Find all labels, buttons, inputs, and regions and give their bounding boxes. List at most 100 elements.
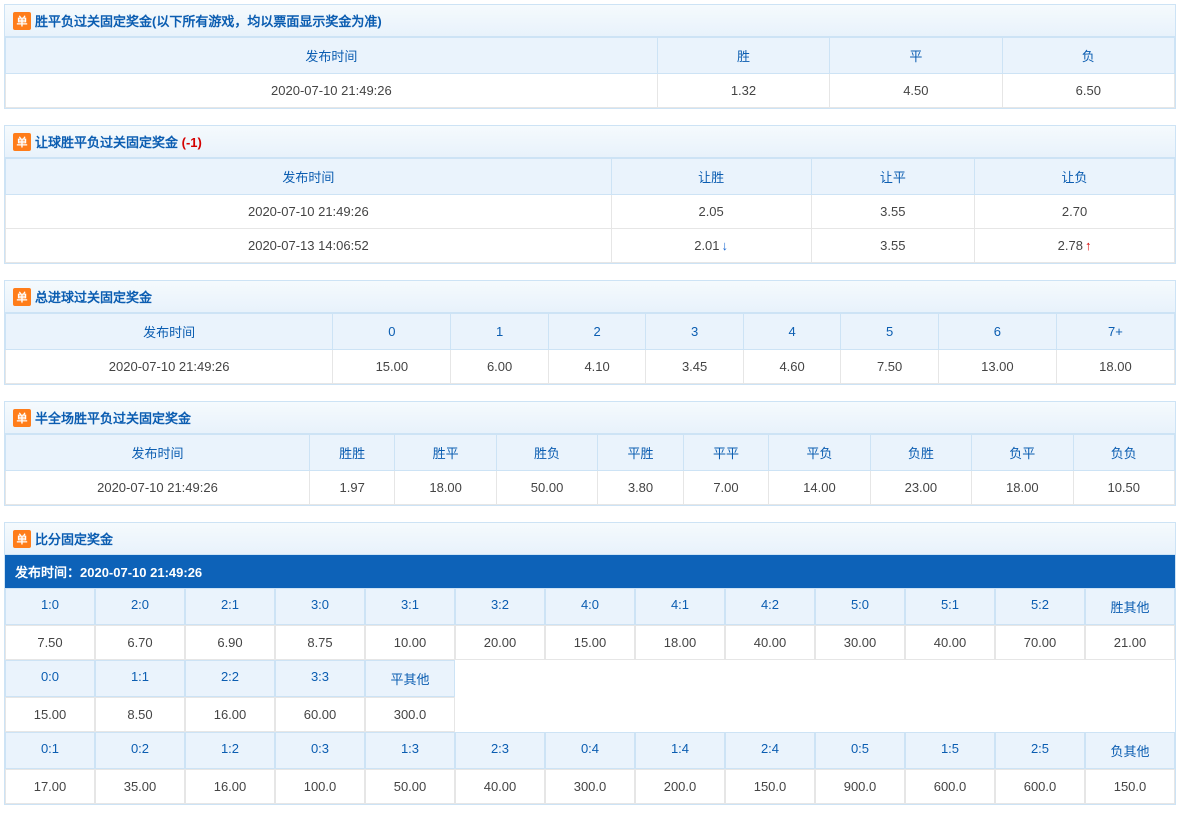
score-value: 300.0 — [365, 697, 455, 732]
th: 发布时间 — [6, 314, 333, 350]
score-header: 2:1 — [185, 588, 275, 625]
section-spf: 单 胜平负过关固定奖金(以下所有游戏，均以票面显示奖金为准) 发布时间 胜 平 … — [4, 4, 1176, 109]
cell-val: 15.00 — [333, 350, 451, 384]
th: 负负 — [1073, 435, 1175, 471]
handicap-note: (-1) — [182, 135, 202, 150]
cell-val: 7.50 — [841, 350, 939, 384]
table-row: 2020-07-10 21:49:2615.006.004.103.454.60… — [6, 350, 1175, 384]
score-header: 5:1 — [905, 588, 995, 625]
cell-val: 4.10 — [548, 350, 646, 384]
cell-val: 18.00 — [1056, 350, 1174, 384]
section-bqc: 单 半全场胜平负过关固定奖金 发布时间胜胜胜平胜负平胜平平平负负胜负平负负 20… — [4, 401, 1176, 506]
bf-grid: 1:02:02:13:03:13:24:04:14:25:05:15:2胜其他7… — [5, 588, 1175, 804]
score-value: 200.0 — [635, 769, 725, 804]
th: 1 — [451, 314, 549, 350]
score-header: 4:0 — [545, 588, 635, 625]
score-value: 150.0 — [725, 769, 815, 804]
score-header: 负其他 — [1085, 732, 1175, 769]
cell-val: 7.00 — [683, 471, 768, 505]
section-title: 比分固定奖金 — [35, 529, 113, 548]
th-draw: 平 — [830, 38, 1002, 74]
score-header: 1:1 — [95, 660, 185, 697]
title-text: 让球胜平负过关固定奖金 — [35, 135, 178, 150]
cell-val: 3.55 — [811, 195, 974, 229]
score-header: 1:0 — [5, 588, 95, 625]
score-header: 3:1 — [365, 588, 455, 625]
publish-bar: 发布时间：2020-07-10 21:49:26 — [5, 555, 1175, 588]
section-title: 总进球过关固定奖金 — [35, 287, 152, 306]
score-value: 16.00 — [185, 769, 275, 804]
th-time: 发布时间 — [6, 159, 612, 195]
spf-table: 发布时间 胜 平 负 2020-07-10 21:49:26 1.32 4.50… — [5, 37, 1175, 108]
cell-val: 23.00 — [870, 471, 971, 505]
score-header: 1:2 — [185, 732, 275, 769]
cell-val: 2.05 — [611, 195, 811, 229]
score-value: 40.00 — [905, 625, 995, 660]
val: 2.78 — [1058, 238, 1083, 253]
score-value: 70.00 — [995, 625, 1085, 660]
score-header: 3:0 — [275, 588, 365, 625]
score-value: 50.00 — [365, 769, 455, 804]
score-value: 30.00 — [815, 625, 905, 660]
score-header: 1:3 — [365, 732, 455, 769]
score-header: 5:2 — [995, 588, 1085, 625]
score-value: 300.0 — [545, 769, 635, 804]
arrow-up-icon: ↑ — [1085, 238, 1092, 253]
score-header: 5:0 — [815, 588, 905, 625]
cell-val: 4.60 — [743, 350, 841, 384]
section-header: 单 总进球过关固定奖金 — [5, 281, 1175, 313]
score-value: 18.00 — [635, 625, 725, 660]
section-zjq: 单 总进球过关固定奖金 发布时间01234567+ 2020-07-10 21:… — [4, 280, 1176, 385]
th: 胜平 — [395, 435, 496, 471]
score-value: 100.0 — [275, 769, 365, 804]
badge-icon: 单 — [13, 409, 31, 427]
score-value: 40.00 — [725, 625, 815, 660]
score-value: 21.00 — [1085, 625, 1175, 660]
badge-icon: 单 — [13, 288, 31, 306]
cell-val: 1.32 — [657, 74, 829, 108]
score-value: 600.0 — [905, 769, 995, 804]
score-header: 0:5 — [815, 732, 905, 769]
th-rdraw: 让平 — [811, 159, 974, 195]
cell-val: 3.55 — [811, 229, 974, 263]
cell-val: 2.01↓ — [611, 229, 811, 263]
publish-time: 2020-07-10 21:49:26 — [80, 565, 202, 580]
badge-icon: 单 — [13, 530, 31, 548]
score-header: 0:3 — [275, 732, 365, 769]
score-value: 16.00 — [185, 697, 275, 732]
score-header: 3:3 — [275, 660, 365, 697]
publish-label: 发布时间： — [15, 565, 80, 580]
th-rlose: 让负 — [975, 159, 1175, 195]
th: 胜胜 — [309, 435, 394, 471]
zjq-table: 发布时间01234567+ 2020-07-10 21:49:2615.006.… — [5, 313, 1175, 384]
score-value: 8.75 — [275, 625, 365, 660]
score-value: 35.00 — [95, 769, 185, 804]
cell-val: 4.50 — [830, 74, 1002, 108]
score-header: 2:0 — [95, 588, 185, 625]
cell-time: 2020-07-10 21:49:26 — [6, 74, 658, 108]
th-time: 发布时间 — [6, 38, 658, 74]
section-rq: 单 让球胜平负过关固定奖金 (-1) 发布时间 让胜 让平 让负 2020-07… — [4, 125, 1176, 264]
score-header: 1:4 — [635, 732, 725, 769]
table-row: 2020-07-10 21:49:261.9718.0050.003.807.0… — [6, 471, 1175, 505]
section-title: 胜平负过关固定奖金(以下所有游戏，均以票面显示奖金为准) — [35, 11, 382, 30]
arrow-down-icon: ↓ — [722, 238, 729, 253]
th-win: 胜 — [657, 38, 829, 74]
score-header: 1:5 — [905, 732, 995, 769]
th-rwin: 让胜 — [611, 159, 811, 195]
cell-val: 18.00 — [395, 471, 496, 505]
score-value: 150.0 — [1085, 769, 1175, 804]
score-header: 2:3 — [455, 732, 545, 769]
th-lose: 负 — [1002, 38, 1174, 74]
section-header: 单 胜平负过关固定奖金(以下所有游戏，均以票面显示奖金为准) — [5, 5, 1175, 37]
section-title: 让球胜平负过关固定奖金 (-1) — [35, 132, 202, 151]
th: 6 — [938, 314, 1056, 350]
score-value: 6.70 — [95, 625, 185, 660]
score-header: 0:1 — [5, 732, 95, 769]
section-bf: 单 比分固定奖金 发布时间：2020-07-10 21:49:26 1:02:0… — [4, 522, 1176, 805]
score-value: 8.50 — [95, 697, 185, 732]
th: 发布时间 — [6, 435, 310, 471]
table-row: 2020-07-10 21:49:26 1.32 4.50 6.50 — [6, 74, 1175, 108]
cell-time: 2020-07-13 14:06:52 — [6, 229, 612, 263]
cell-val: 10.50 — [1073, 471, 1175, 505]
